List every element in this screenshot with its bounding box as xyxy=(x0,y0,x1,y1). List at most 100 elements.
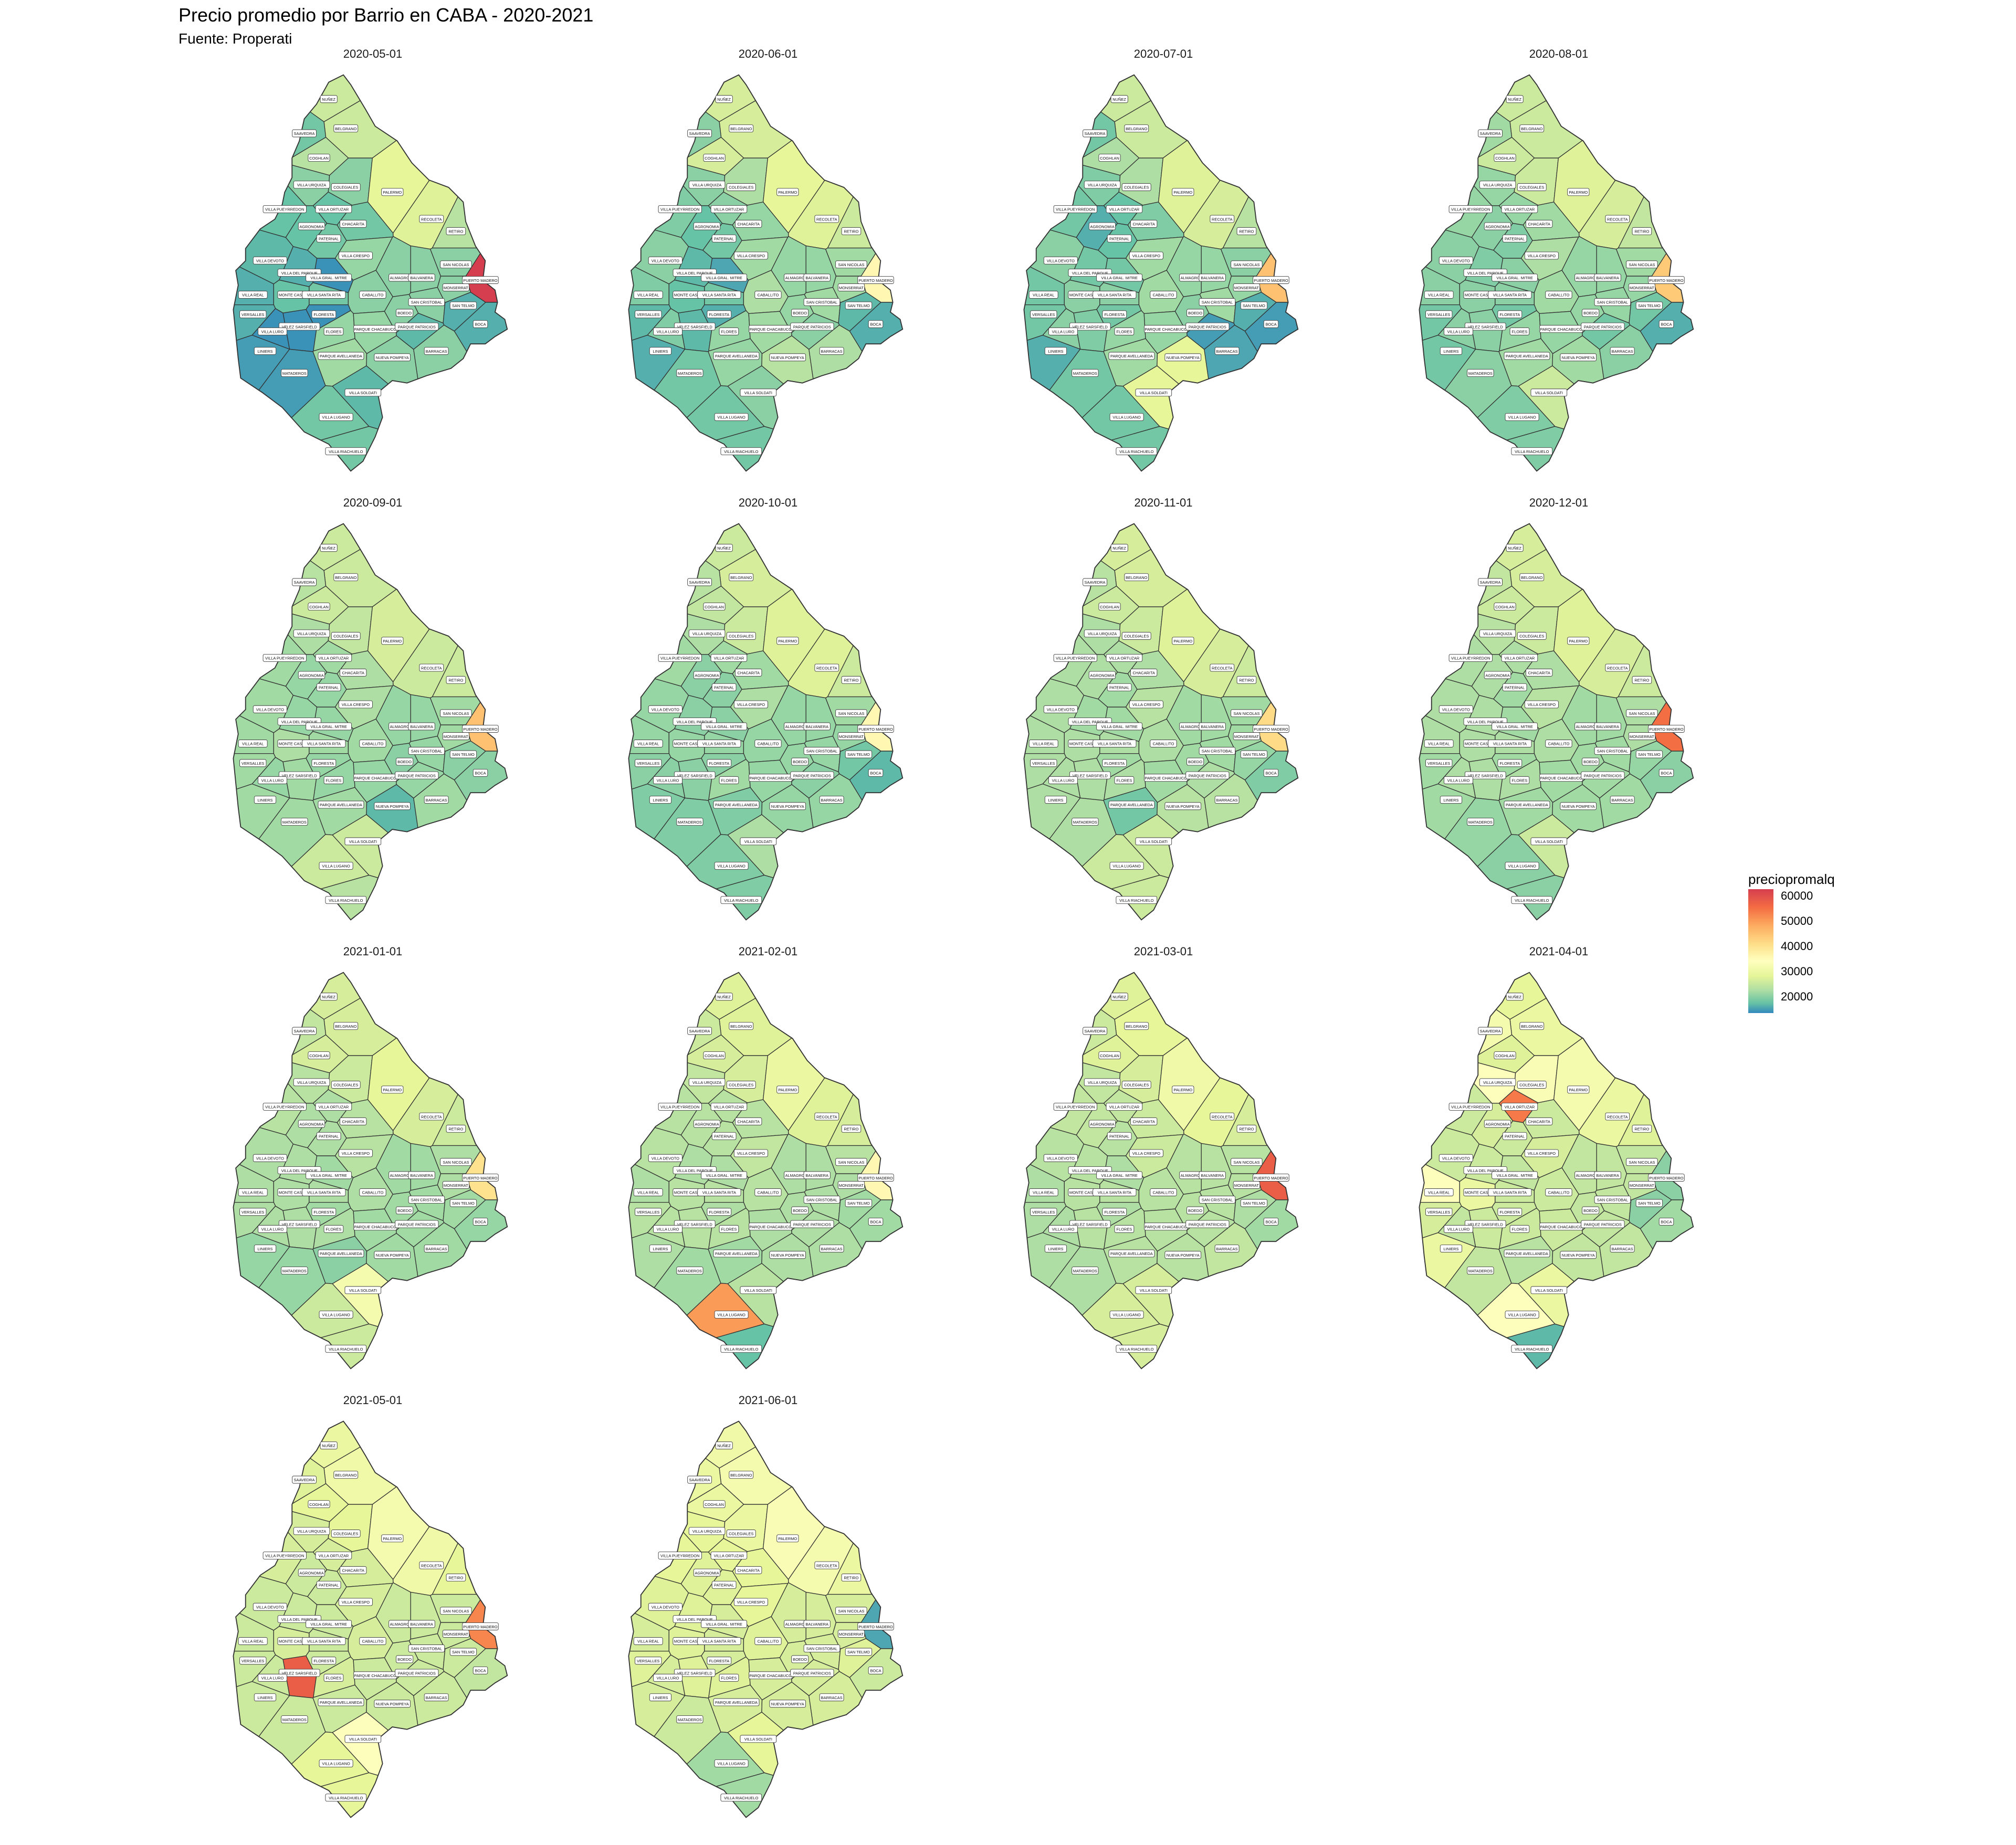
neighborhood-label: VERSALLES xyxy=(1425,759,1453,767)
neighborhood-label-text: VILLA RIACHUELO xyxy=(329,898,363,903)
neighborhood-label: SAN TELMO xyxy=(1635,301,1663,310)
neighborhood-label-text: BOEDO xyxy=(1188,760,1202,764)
facet-panel: 2020-11-01 NUÑEZ BELGRANO SAAVEDRA COGHLAN VI… xyxy=(964,496,1363,947)
neighborhood-label-text: VILLA LURO xyxy=(1447,778,1470,783)
neighborhood-label: VILLA SANTA RITA xyxy=(1093,291,1137,299)
neighborhood-label-text: LINIERS xyxy=(1444,349,1459,354)
neighborhood-label-text: VILLA ORTUZAR xyxy=(714,656,744,661)
neighborhood-label-text: MONSERRAT xyxy=(444,734,468,739)
neighborhood-label: VILLA LUGANO xyxy=(1109,1310,1144,1319)
facet-title: 2021-02-01 xyxy=(738,945,798,958)
neighborhood-label-text: PALERMO xyxy=(1173,190,1192,195)
neighborhood-label-text: VILLA GRAL. MITRE xyxy=(706,1622,742,1627)
neighborhood-label-text: VILLA RIACHUELO xyxy=(1119,898,1154,903)
neighborhood-label: VILLA CRESPO xyxy=(1129,251,1163,260)
neighborhood-label-text: PARQUE CHACABUCO xyxy=(354,1225,396,1229)
neighborhood-label: MATADEROS xyxy=(1467,369,1494,377)
neighborhood-label-text: BOCA xyxy=(870,1220,881,1225)
neighborhood-label: VILLA RIACHUELO xyxy=(720,447,762,456)
city-outline xyxy=(1023,523,1299,921)
neighborhood-label-text: VILLA URQUIZA xyxy=(297,1529,326,1534)
neighborhood-label-text: SAAVEDRA xyxy=(1480,131,1501,136)
neighborhood-label-text: BARRACAS xyxy=(1612,1247,1633,1251)
neighborhood-label-text: VILLA LUGANO xyxy=(1112,1313,1141,1317)
neighborhood-label-text: PARQUE PATRICIOS xyxy=(793,1671,831,1675)
neighborhood-region xyxy=(1024,874,1276,920)
color-legend: preciopromalq 60000 50000 40000 30000 20… xyxy=(1743,871,1869,1024)
neighborhood-label-text: BELGRANO xyxy=(1521,575,1543,580)
neighborhood-label-text: NUÑEZ xyxy=(717,546,731,551)
facet-title: 2021-06-01 xyxy=(738,1394,798,1407)
neighborhood-label-text: FLORES xyxy=(326,778,342,783)
city-outline xyxy=(233,74,508,472)
neighborhood-label: VILLA LUGANO xyxy=(1505,413,1539,421)
neighborhood-label-text: PARQUE AVELLANEDA xyxy=(715,1251,758,1256)
neighborhood-label: PARQUE AVELLANEDA xyxy=(318,352,364,360)
neighborhood-label-text: COGHLAN xyxy=(309,156,329,161)
legend-tick: 20000 xyxy=(1781,990,1813,1003)
neighborhood-label: PALERMO xyxy=(776,1085,799,1094)
neighborhood-label-text: MONTE CASTRO xyxy=(674,293,706,298)
neighborhood-label-text: BELGRANO xyxy=(1126,126,1148,131)
neighborhood-label-text: SAN CRISTOBAL xyxy=(411,1647,442,1651)
neighborhood-label: NUÑEZ xyxy=(1110,544,1128,552)
neighborhood-label-text: VILLA DEVOTO xyxy=(1047,1156,1075,1161)
neighborhood-label: MONSERRAT xyxy=(442,1630,470,1638)
choropleth-map: NUÑEZ BELGRANO SAAVEDRA COGHLAN VILLA URQUIZ… xyxy=(233,972,508,1369)
neighborhood-label-text: VILLA REAL xyxy=(1033,293,1054,298)
neighborhood-label-text: MONSERRAT xyxy=(839,1183,864,1188)
neighborhood-label: SAN NICOLAS xyxy=(1626,260,1658,269)
neighborhood-label: SAN CRISTOBAL xyxy=(1199,1196,1236,1204)
neighborhood-label: BOCA xyxy=(1263,1217,1279,1226)
neighborhood-region xyxy=(1244,302,1298,463)
neighborhood-label: PATERNAL xyxy=(316,1132,341,1140)
neighborhood-label-text: FLORESTA xyxy=(313,761,334,766)
neighborhood-label-text: MONSERRAT xyxy=(1630,1183,1654,1188)
neighborhood-label-text: PUERTO MADERO xyxy=(858,1176,893,1180)
neighborhood-label-text: NUEVA POMPEYA xyxy=(1562,355,1595,360)
neighborhood-label-text: VILLA LUGANO xyxy=(322,1313,350,1317)
neighborhood-label: SAAVEDRA xyxy=(1478,578,1503,586)
neighborhood-label: VILLA LURO xyxy=(258,776,287,784)
neighborhood-label-text: FLORES xyxy=(1512,1227,1528,1232)
neighborhood-label-text: VILLA GRAL. MITRE xyxy=(310,1173,346,1178)
neighborhood-label-text: NUEVA POMPEYA xyxy=(1167,804,1200,809)
neighborhood-label-text: VILLA DEL PARQUE xyxy=(1467,271,1504,276)
neighborhood-label-text: BARRACAS xyxy=(821,1695,843,1700)
neighborhood-label: BARRACAS xyxy=(424,347,449,355)
choropleth-map: NUÑEZ BELGRANO SAAVEDRA COGHLAN VILLA URQUIZ… xyxy=(1419,523,1694,921)
neighborhood-label-text: COLEGIALES xyxy=(729,1532,753,1536)
neighborhood-label: NUEVA POMPEYA xyxy=(1560,353,1597,362)
city-outline xyxy=(233,523,508,921)
neighborhood-label: VILLA ORTUZAR xyxy=(1501,653,1538,662)
neighborhood-label-text: COGHLAN xyxy=(1100,605,1119,609)
neighborhood-label-text: PATERNAL xyxy=(1505,237,1525,241)
neighborhood-label: MONSERRAT xyxy=(837,1181,865,1189)
neighborhood-label: BARRACAS xyxy=(424,1245,449,1253)
neighborhood-label: PARQUE CHACABUCO xyxy=(353,1671,397,1680)
neighborhood-label: SAN TELMO xyxy=(449,1648,477,1656)
neighborhood-label: RECOLETA xyxy=(1210,1112,1235,1121)
neighborhood-label-text: VILLA RIACHUELO xyxy=(329,1347,363,1352)
neighborhood-label: VILLA SANTA RITA xyxy=(1093,740,1137,747)
neighborhood-region xyxy=(1034,523,1213,571)
neighborhood-label: PUERTO MADERO xyxy=(462,1622,499,1630)
neighborhood-label-text: PARQUE AVELLANEDA xyxy=(320,1700,362,1705)
neighborhood-label-text: PALERMO xyxy=(1569,190,1588,195)
neighborhood-label-text: VILLA LUGANO xyxy=(717,864,746,869)
neighborhood-label-text: VILLA GRAL. MITRE xyxy=(1496,1173,1532,1178)
city-outline xyxy=(1419,972,1694,1369)
neighborhood-label: NUEVA POMPEYA xyxy=(374,802,411,810)
neighborhood-label: VILLA RIACHUELO xyxy=(1116,1345,1158,1353)
neighborhood-label-text: RECOLETA xyxy=(1212,217,1233,222)
neighborhood-label: BOCA xyxy=(868,1666,884,1674)
neighborhood-label: PARQUE CHACABUCO xyxy=(749,325,793,333)
neighborhood-label: BALVANERA xyxy=(408,722,435,731)
neighborhood-label-text: PALERMO xyxy=(383,1536,402,1541)
neighborhood-label-text: VILLA URQUIZA xyxy=(692,1080,721,1085)
neighborhood-label: NUEVA POMPEYA xyxy=(769,1700,806,1708)
neighborhood-label-text: PALERMO xyxy=(778,190,797,195)
neighborhood-label: PARQUE PATRICIOS xyxy=(790,1220,834,1228)
neighborhood-label: VILLA SOLDATI xyxy=(344,837,382,846)
neighborhood-label-text: VILLA URQUIZA xyxy=(297,183,326,187)
